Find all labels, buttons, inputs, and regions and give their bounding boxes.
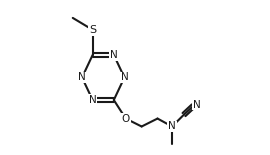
Text: S: S	[89, 25, 96, 35]
Text: N: N	[78, 73, 86, 82]
Text: O: O	[122, 114, 130, 124]
Text: N: N	[168, 122, 176, 131]
Text: N: N	[110, 50, 118, 60]
Text: N: N	[89, 95, 96, 105]
Text: N: N	[193, 100, 200, 110]
Text: N: N	[120, 73, 128, 82]
